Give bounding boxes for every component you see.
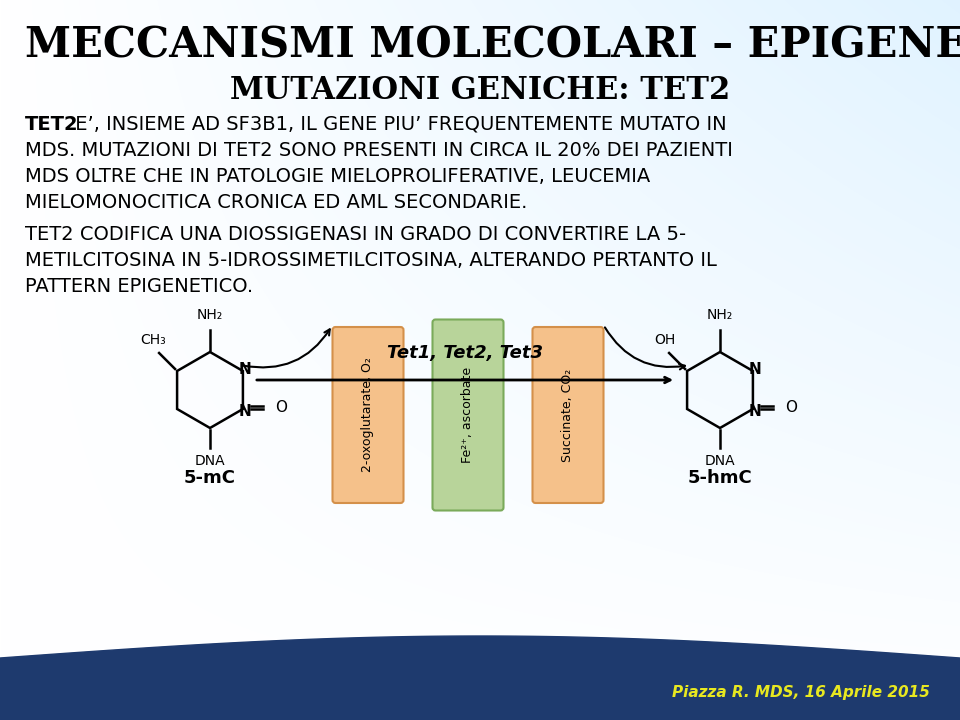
Text: Succinate, CO₂: Succinate, CO₂	[562, 369, 574, 462]
Text: N: N	[238, 403, 252, 418]
Text: Piazza R. MDS, 16 Aprile 2015: Piazza R. MDS, 16 Aprile 2015	[672, 685, 930, 700]
Text: 5-mC: 5-mC	[184, 469, 236, 487]
Text: MDS. MUTAZIONI DI TET2 SONO PRESENTI IN CIRCA IL 20% DEI PAZIENTI: MDS. MUTAZIONI DI TET2 SONO PRESENTI IN …	[25, 141, 732, 160]
Text: DNA: DNA	[195, 454, 226, 468]
Text: NH₂: NH₂	[197, 308, 223, 322]
Text: MIELOMONOCITICA CRONICA ED AML SECONDARIE.: MIELOMONOCITICA CRONICA ED AML SECONDARI…	[25, 193, 527, 212]
Text: N: N	[749, 361, 761, 377]
Text: MDS OLTRE CHE IN PATOLOGIE MIELOPROLIFERATIVE, LEUCEMIA: MDS OLTRE CHE IN PATOLOGIE MIELOPROLIFER…	[25, 167, 650, 186]
Text: CH₃: CH₃	[140, 333, 166, 347]
Text: DNA: DNA	[705, 454, 735, 468]
Text: METILCITOSINA IN 5-IDROSSIMETILCITOSINA, ALTERANDO PERTANTO IL: METILCITOSINA IN 5-IDROSSIMETILCITOSINA,…	[25, 251, 717, 270]
Text: MECCANISMI MOLECOLARI – EPIGENETICA: MECCANISMI MOLECOLARI – EPIGENETICA	[25, 25, 960, 67]
Text: N: N	[238, 361, 252, 377]
Text: 2-oxoglutarate, O₂: 2-oxoglutarate, O₂	[362, 358, 374, 472]
FancyBboxPatch shape	[332, 327, 403, 503]
Text: N: N	[749, 403, 761, 418]
Text: NH₂: NH₂	[707, 308, 733, 322]
Text: Fe²⁺, ascorbate: Fe²⁺, ascorbate	[462, 367, 474, 463]
FancyBboxPatch shape	[533, 327, 604, 503]
Text: Tet1, Tet2, Tet3: Tet1, Tet2, Tet3	[387, 344, 543, 362]
Text: OH: OH	[655, 333, 676, 347]
Text: E’, INSIEME AD SF3B1, IL GENE PIU’ FREQUENTEMENTE MUTATO IN: E’, INSIEME AD SF3B1, IL GENE PIU’ FREQU…	[69, 115, 727, 134]
Text: O: O	[275, 400, 287, 415]
Text: TET2: TET2	[25, 115, 79, 134]
Text: TET2 CODIFICA UNA DIOSSIGENASI IN GRADO DI CONVERTIRE LA 5-: TET2 CODIFICA UNA DIOSSIGENASI IN GRADO …	[25, 225, 686, 244]
FancyBboxPatch shape	[433, 320, 503, 510]
Text: O: O	[785, 400, 797, 415]
Text: 5-hmC: 5-hmC	[687, 469, 753, 487]
Polygon shape	[0, 636, 960, 720]
Text: MUTAZIONI GENICHE: TET2: MUTAZIONI GENICHE: TET2	[229, 75, 731, 106]
Text: PATTERN EPIGENETICO.: PATTERN EPIGENETICO.	[25, 277, 253, 296]
